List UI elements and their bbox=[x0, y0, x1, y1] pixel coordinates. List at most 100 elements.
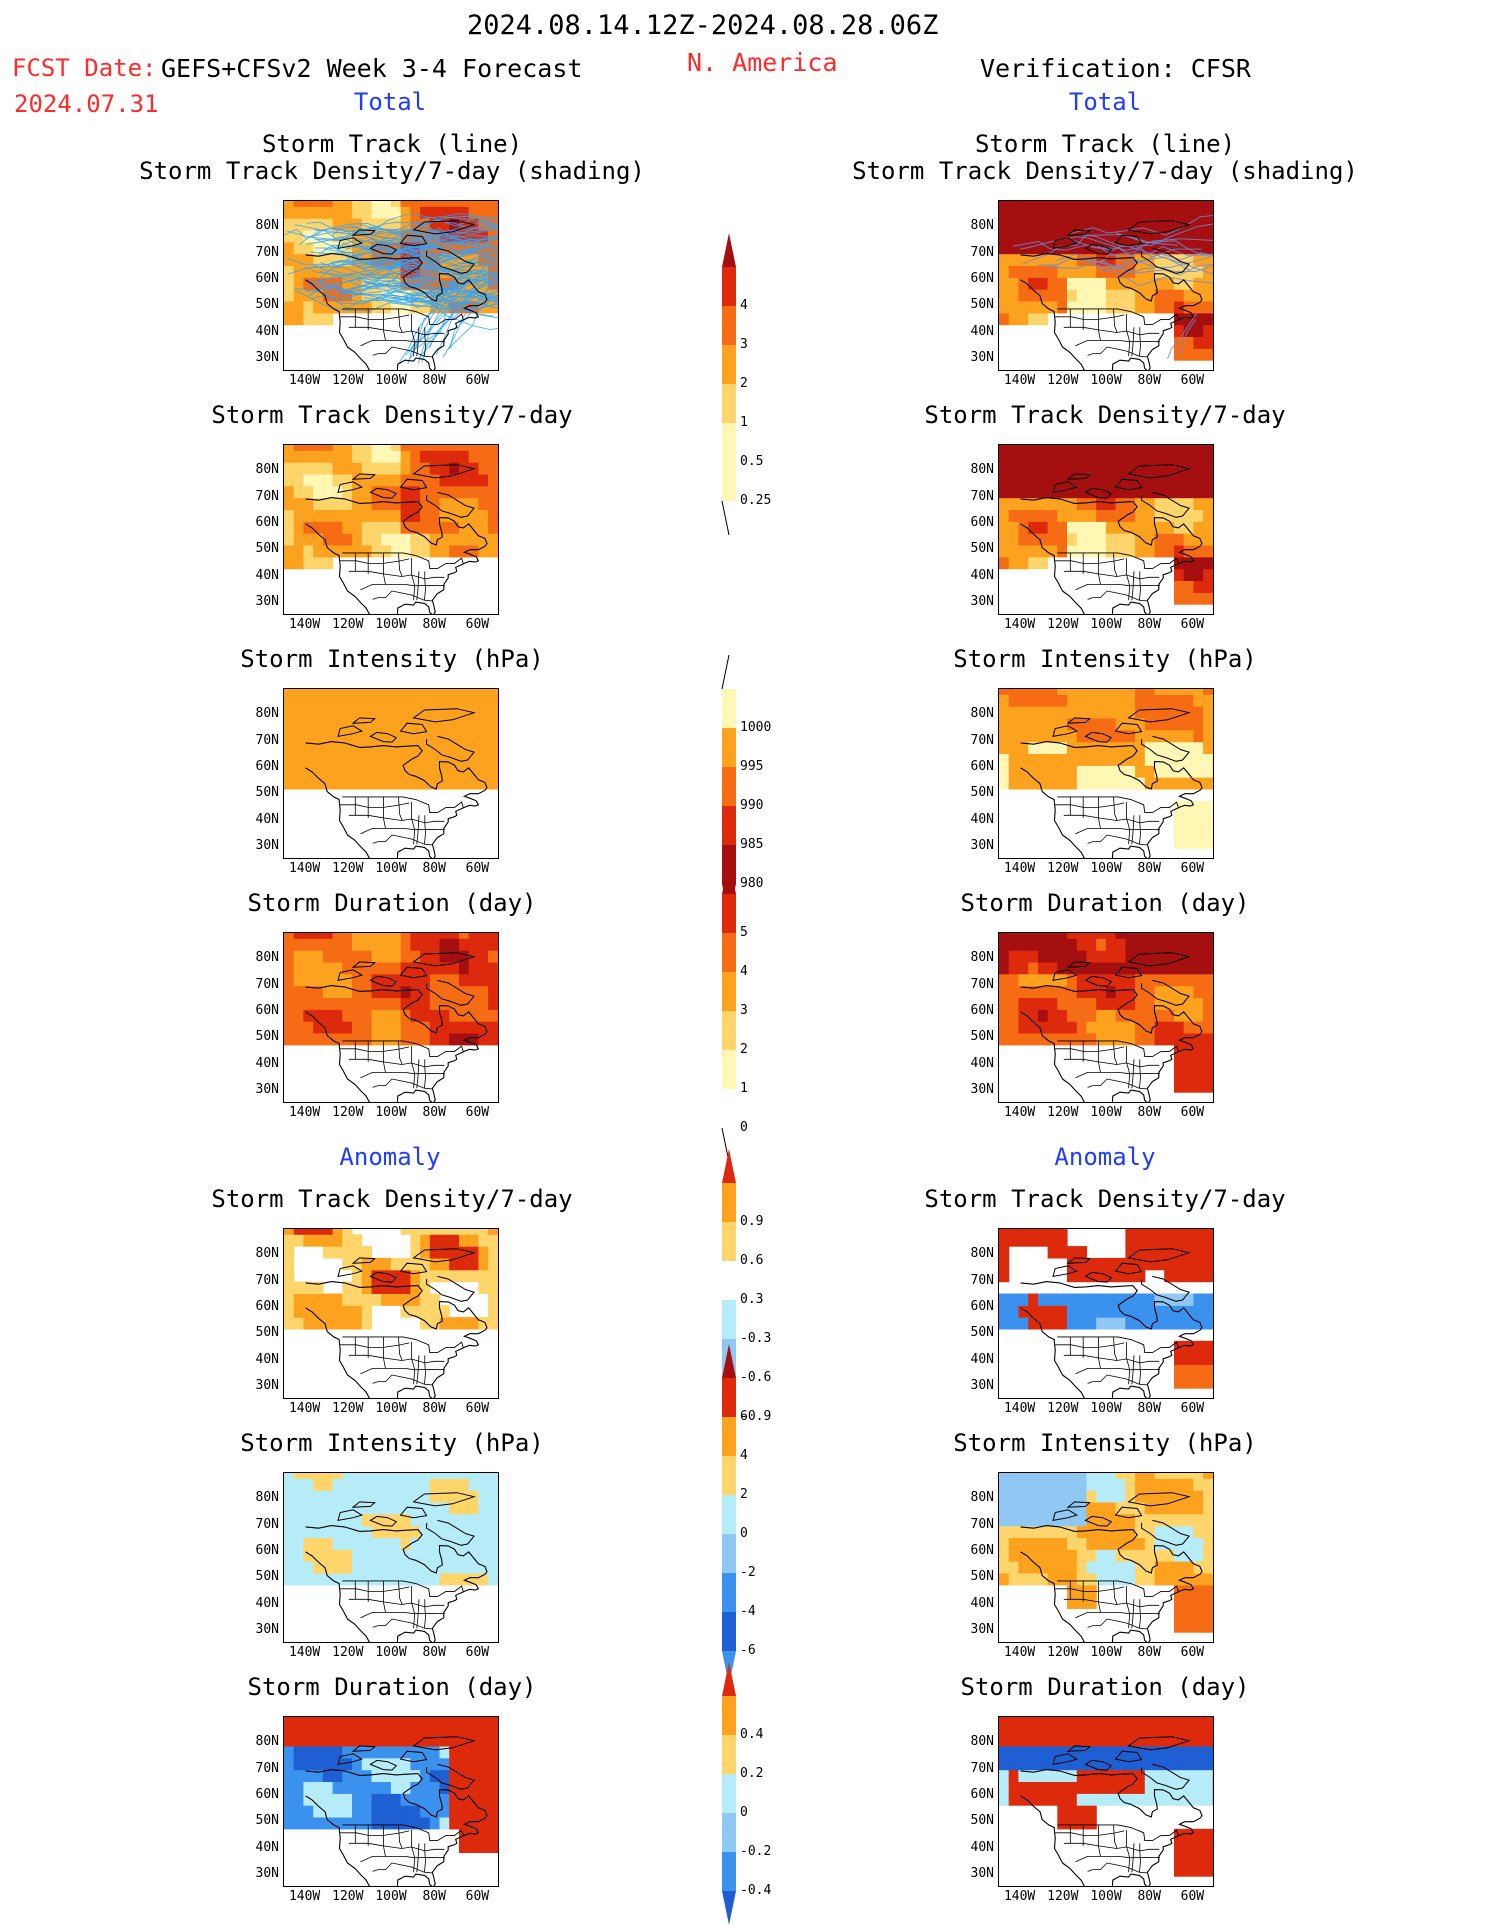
duration-anom-colorbar-label: -0.2 bbox=[740, 1844, 772, 1859]
density-anom-colorbar-label: 0.6 bbox=[740, 1253, 764, 1268]
lat-tick-label: 70N bbox=[970, 244, 994, 260]
lat-tick-label: 60N bbox=[970, 270, 994, 286]
lon-tick-label: 60W bbox=[1180, 1889, 1205, 1904]
forecast-intensity-map bbox=[283, 688, 499, 859]
lat-tick-label: 60N bbox=[255, 1002, 279, 1018]
region-label: N. America bbox=[687, 48, 838, 77]
lon-tick-label: 140W bbox=[1003, 1889, 1036, 1904]
left-intensity-title: Storm Intensity (hPa) bbox=[240, 645, 544, 673]
lon-tick-label: 100W bbox=[1090, 1105, 1122, 1120]
forecast-anom-density-map bbox=[283, 1228, 499, 1399]
lat-tick-label: 80N bbox=[255, 462, 279, 478]
lat-tick-label: 40N bbox=[255, 1839, 279, 1855]
intensity-anom-colorbar-label: -2 bbox=[740, 1565, 756, 1580]
left-anom-intensity-title: Storm Intensity (hPa) bbox=[240, 1429, 544, 1457]
lat-tick-label: 40N bbox=[255, 323, 279, 339]
lon-tick-label: 100W bbox=[375, 1645, 407, 1660]
duration-total-colorbar-label: 3 bbox=[740, 1003, 748, 1018]
right-anom-density-title: Storm Track Density/7-day bbox=[924, 1185, 1286, 1213]
left-track-title-2: Storm Track Density/7-day (shading) bbox=[139, 157, 645, 185]
lat-tick-label: 30N bbox=[255, 1377, 279, 1393]
lon-tick-label: 100W bbox=[1090, 1889, 1122, 1904]
intensity-anom-colorbar-label: 4 bbox=[740, 1448, 748, 1463]
lon-tick-label: 60W bbox=[465, 373, 490, 388]
lon-tick-label: 120W bbox=[1047, 1889, 1079, 1904]
density-total-colorbar-label: 0.5 bbox=[740, 454, 764, 469]
lat-tick-label: 40N bbox=[970, 567, 994, 583]
lon-tick-label: 120W bbox=[332, 1889, 364, 1904]
lat-tick-label: 40N bbox=[255, 1351, 279, 1367]
lat-tick-label: 30N bbox=[255, 1081, 279, 1097]
lon-tick-label: 100W bbox=[375, 861, 407, 876]
lon-tick-label: 60W bbox=[465, 617, 490, 632]
forecast-duration-map bbox=[283, 932, 499, 1103]
lat-tick-label: 50N bbox=[255, 541, 279, 557]
lat-tick-label: 80N bbox=[970, 1734, 994, 1750]
lon-tick-label: 100W bbox=[375, 1401, 407, 1416]
lon-tick-label: 80W bbox=[1137, 1105, 1161, 1120]
lat-tick-label: 80N bbox=[255, 218, 279, 234]
lat-tick-label: 30N bbox=[970, 1377, 994, 1393]
duration-anom-colorbar bbox=[722, 1662, 736, 1925]
lat-tick-label: 60N bbox=[970, 758, 994, 774]
lon-tick-label: 140W bbox=[1003, 1645, 1036, 1660]
lon-tick-label: 140W bbox=[288, 1645, 321, 1660]
intensity-anom-colorbar-label: -4 bbox=[740, 1604, 756, 1619]
left-anom-duration-title: Storm Duration (day) bbox=[247, 1673, 537, 1701]
lon-tick-label: 80W bbox=[1137, 861, 1161, 876]
lon-tick-label: 80W bbox=[422, 1645, 446, 1660]
density-anom-colorbar-label: 0.9 bbox=[740, 1214, 764, 1229]
lat-tick-label: 50N bbox=[970, 1813, 994, 1829]
lon-tick-label: 120W bbox=[1047, 1401, 1079, 1416]
lon-tick-label: 80W bbox=[422, 1889, 446, 1904]
lon-tick-label: 140W bbox=[1003, 617, 1036, 632]
left-anomaly-label: Anomaly bbox=[339, 1143, 441, 1171]
lon-tick-label: 140W bbox=[1003, 861, 1036, 876]
lat-tick-label: 70N bbox=[255, 244, 279, 260]
lon-tick-label: 80W bbox=[1137, 1889, 1161, 1904]
lat-tick-label: 80N bbox=[970, 462, 994, 478]
left-total-label: Total bbox=[353, 88, 427, 116]
lat-tick-label: 50N bbox=[970, 1569, 994, 1585]
lon-tick-label: 60W bbox=[465, 1401, 490, 1416]
density-total-colorbar-label: 4 bbox=[740, 298, 748, 313]
density-anom-colorbar-label: -0.3 bbox=[740, 1331, 772, 1346]
lat-tick-label: 40N bbox=[255, 811, 279, 827]
lon-tick-label: 100W bbox=[1090, 617, 1122, 632]
lat-tick-label: 80N bbox=[255, 1490, 279, 1506]
intensity-total-colorbar-label: 1000 bbox=[740, 720, 772, 735]
lat-tick-label: 60N bbox=[970, 1786, 994, 1802]
lon-tick-label: 120W bbox=[332, 373, 364, 388]
lat-tick-label: 80N bbox=[255, 950, 279, 966]
lat-tick-label: 70N bbox=[970, 1272, 994, 1288]
intensity-total-colorbar-label: 980 bbox=[740, 876, 764, 891]
lat-tick-label: 60N bbox=[255, 270, 279, 286]
period-title: 2024.08.14.12Z-2024.08.28.06Z bbox=[467, 10, 939, 41]
lat-tick-label: 80N bbox=[970, 1246, 994, 1262]
intensity-total-colorbar-label: 985 bbox=[740, 837, 764, 852]
lat-tick-label: 60N bbox=[970, 1002, 994, 1018]
lat-tick-label: 80N bbox=[970, 706, 994, 722]
density-total-colorbar-label: 3 bbox=[740, 337, 748, 352]
lon-tick-label: 100W bbox=[1090, 861, 1122, 876]
density-total-colorbar-label: 0.25 bbox=[740, 493, 772, 508]
lon-tick-label: 140W bbox=[288, 1889, 321, 1904]
lat-tick-label: 50N bbox=[255, 297, 279, 313]
fcst-date-label: FCST Date: bbox=[12, 54, 157, 82]
verification-label: Verification: CFSR bbox=[980, 54, 1251, 83]
density-total-colorbar-label: 1 bbox=[740, 415, 748, 430]
lat-tick-label: 70N bbox=[255, 488, 279, 504]
lon-tick-label: 100W bbox=[1090, 1645, 1122, 1660]
lat-tick-label: 40N bbox=[970, 1351, 994, 1367]
lon-tick-label: 120W bbox=[1047, 1105, 1079, 1120]
left-anom-density-title: Storm Track Density/7-day bbox=[211, 1185, 573, 1213]
duration-total-colorbar-label: 2 bbox=[740, 1042, 748, 1057]
lat-tick-label: 80N bbox=[255, 706, 279, 722]
lat-tick-label: 70N bbox=[255, 976, 279, 992]
lon-tick-label: 140W bbox=[288, 1401, 321, 1416]
forecast-density-map bbox=[283, 444, 499, 615]
duration-total-colorbar-label: 1 bbox=[740, 1081, 748, 1096]
lat-tick-label: 30N bbox=[970, 1621, 994, 1637]
lat-tick-label: 50N bbox=[255, 1029, 279, 1045]
right-track-title-2: Storm Track Density/7-day (shading) bbox=[852, 157, 1358, 185]
